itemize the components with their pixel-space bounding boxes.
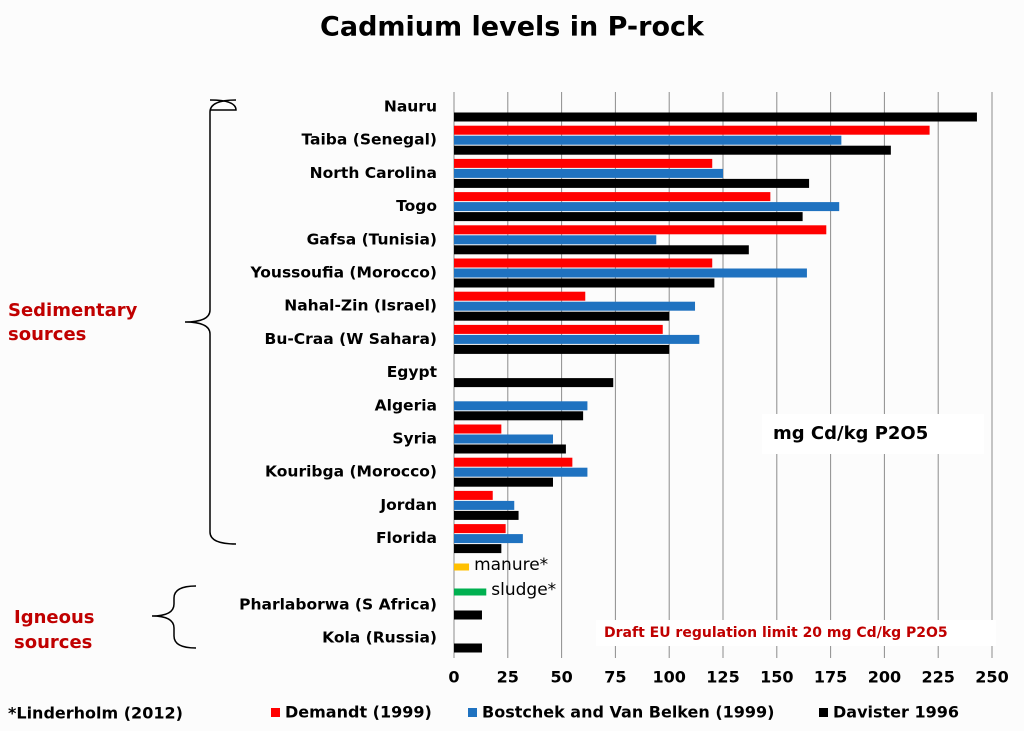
unit-box (762, 414, 984, 454)
annotation: Draft EU regulation limit 20 mg Cd/kg P2… (604, 625, 948, 641)
y-tick-label: Nahal-Zin (Israel) (284, 297, 437, 315)
bar (454, 457, 573, 467)
x-tick-label: 250 (975, 668, 1008, 687)
bar (454, 534, 523, 544)
bar (454, 424, 502, 434)
bar (454, 301, 696, 311)
bar (454, 434, 553, 444)
bar (454, 245, 749, 255)
x-tick-label: 50 (550, 668, 572, 687)
bar (454, 500, 515, 510)
legend-label: Bostchek and Van Belken (1999) (482, 703, 774, 722)
bar-label: sludge* (491, 580, 556, 600)
y-tick-label: Kola (Russia) (322, 629, 437, 647)
bar (454, 444, 566, 454)
bar (454, 324, 663, 334)
y-tick-label: Kouribga (Morocco) (265, 463, 437, 481)
group-label: sources (8, 324, 86, 345)
footnote: *Linderholm (2012) (8, 704, 183, 723)
bar (454, 344, 670, 354)
bar (454, 477, 553, 487)
bar (454, 145, 891, 155)
bar (454, 278, 715, 288)
bar (454, 112, 977, 122)
bar-label: manure* (474, 555, 548, 575)
bar (454, 524, 506, 534)
y-tick-label: Florida (376, 529, 437, 547)
y-tick-label: Algeria (375, 396, 437, 414)
y-tick-label: Taiba (Senegal) (301, 131, 437, 149)
bar (454, 235, 657, 245)
x-tick-label: 150 (760, 668, 793, 687)
bar (454, 510, 519, 520)
y-tick-label: Egypt (387, 363, 438, 381)
bar (454, 411, 584, 421)
bar (454, 225, 827, 235)
bar (454, 158, 713, 168)
annotation-box (596, 620, 996, 646)
legend-label: Demandt (1999) (285, 703, 432, 722)
legend-swatch (468, 708, 477, 717)
bar (454, 378, 614, 388)
bar (454, 178, 810, 188)
bar (454, 135, 842, 145)
unit-label: mg Cd/kg P2O5 (773, 423, 928, 444)
x-tick-label: 0 (448, 668, 459, 687)
bar (454, 291, 586, 301)
bar (454, 258, 713, 268)
bar (454, 192, 771, 202)
bar (454, 544, 502, 554)
x-tick-label: 100 (652, 668, 685, 687)
bar (454, 467, 588, 477)
bar (454, 490, 493, 500)
chart-title: Cadmium levels in P-rock (320, 12, 705, 43)
bar (454, 588, 487, 596)
bar (454, 311, 670, 321)
group-label: Sedimentary (8, 300, 138, 321)
x-tick-label: 175 (814, 668, 847, 687)
y-tick-label: Bu-Craa (W Sahara) (265, 330, 438, 348)
legend-swatch (819, 708, 828, 717)
bar (454, 610, 482, 620)
group-label: Igneous (14, 607, 95, 628)
bar (454, 563, 470, 571)
bar (454, 401, 588, 411)
bar (454, 202, 840, 212)
bar (454, 212, 803, 222)
y-tick-label: Pharlaborwa (S Africa) (239, 596, 437, 614)
bracket (184, 99, 237, 545)
x-tick-label: 75 (604, 668, 626, 687)
y-tick-label: Syria (392, 430, 437, 448)
x-tick-label: 25 (497, 668, 519, 687)
y-tick-label: Togo (396, 197, 437, 215)
y-tick-label: Gafsa (Tunisia) (307, 230, 437, 248)
bar (454, 268, 807, 278)
y-tick-label: Jordan (379, 496, 437, 514)
y-tick-label: Nauru (384, 98, 437, 116)
y-tick-label: North Carolina (310, 164, 437, 182)
bracket (151, 585, 197, 649)
legend-swatch (271, 708, 280, 717)
group-label: sources (14, 632, 92, 653)
x-tick-label: 200 (868, 668, 901, 687)
bar (454, 125, 930, 135)
x-tick-label: 225 (921, 668, 954, 687)
bar (454, 168, 723, 178)
bar (454, 334, 700, 344)
y-tick-label: Youssoufia (Morocco) (249, 264, 437, 282)
bar (454, 643, 482, 653)
x-tick-label: 125 (706, 668, 739, 687)
legend-label: Davister 1996 (833, 703, 959, 722)
